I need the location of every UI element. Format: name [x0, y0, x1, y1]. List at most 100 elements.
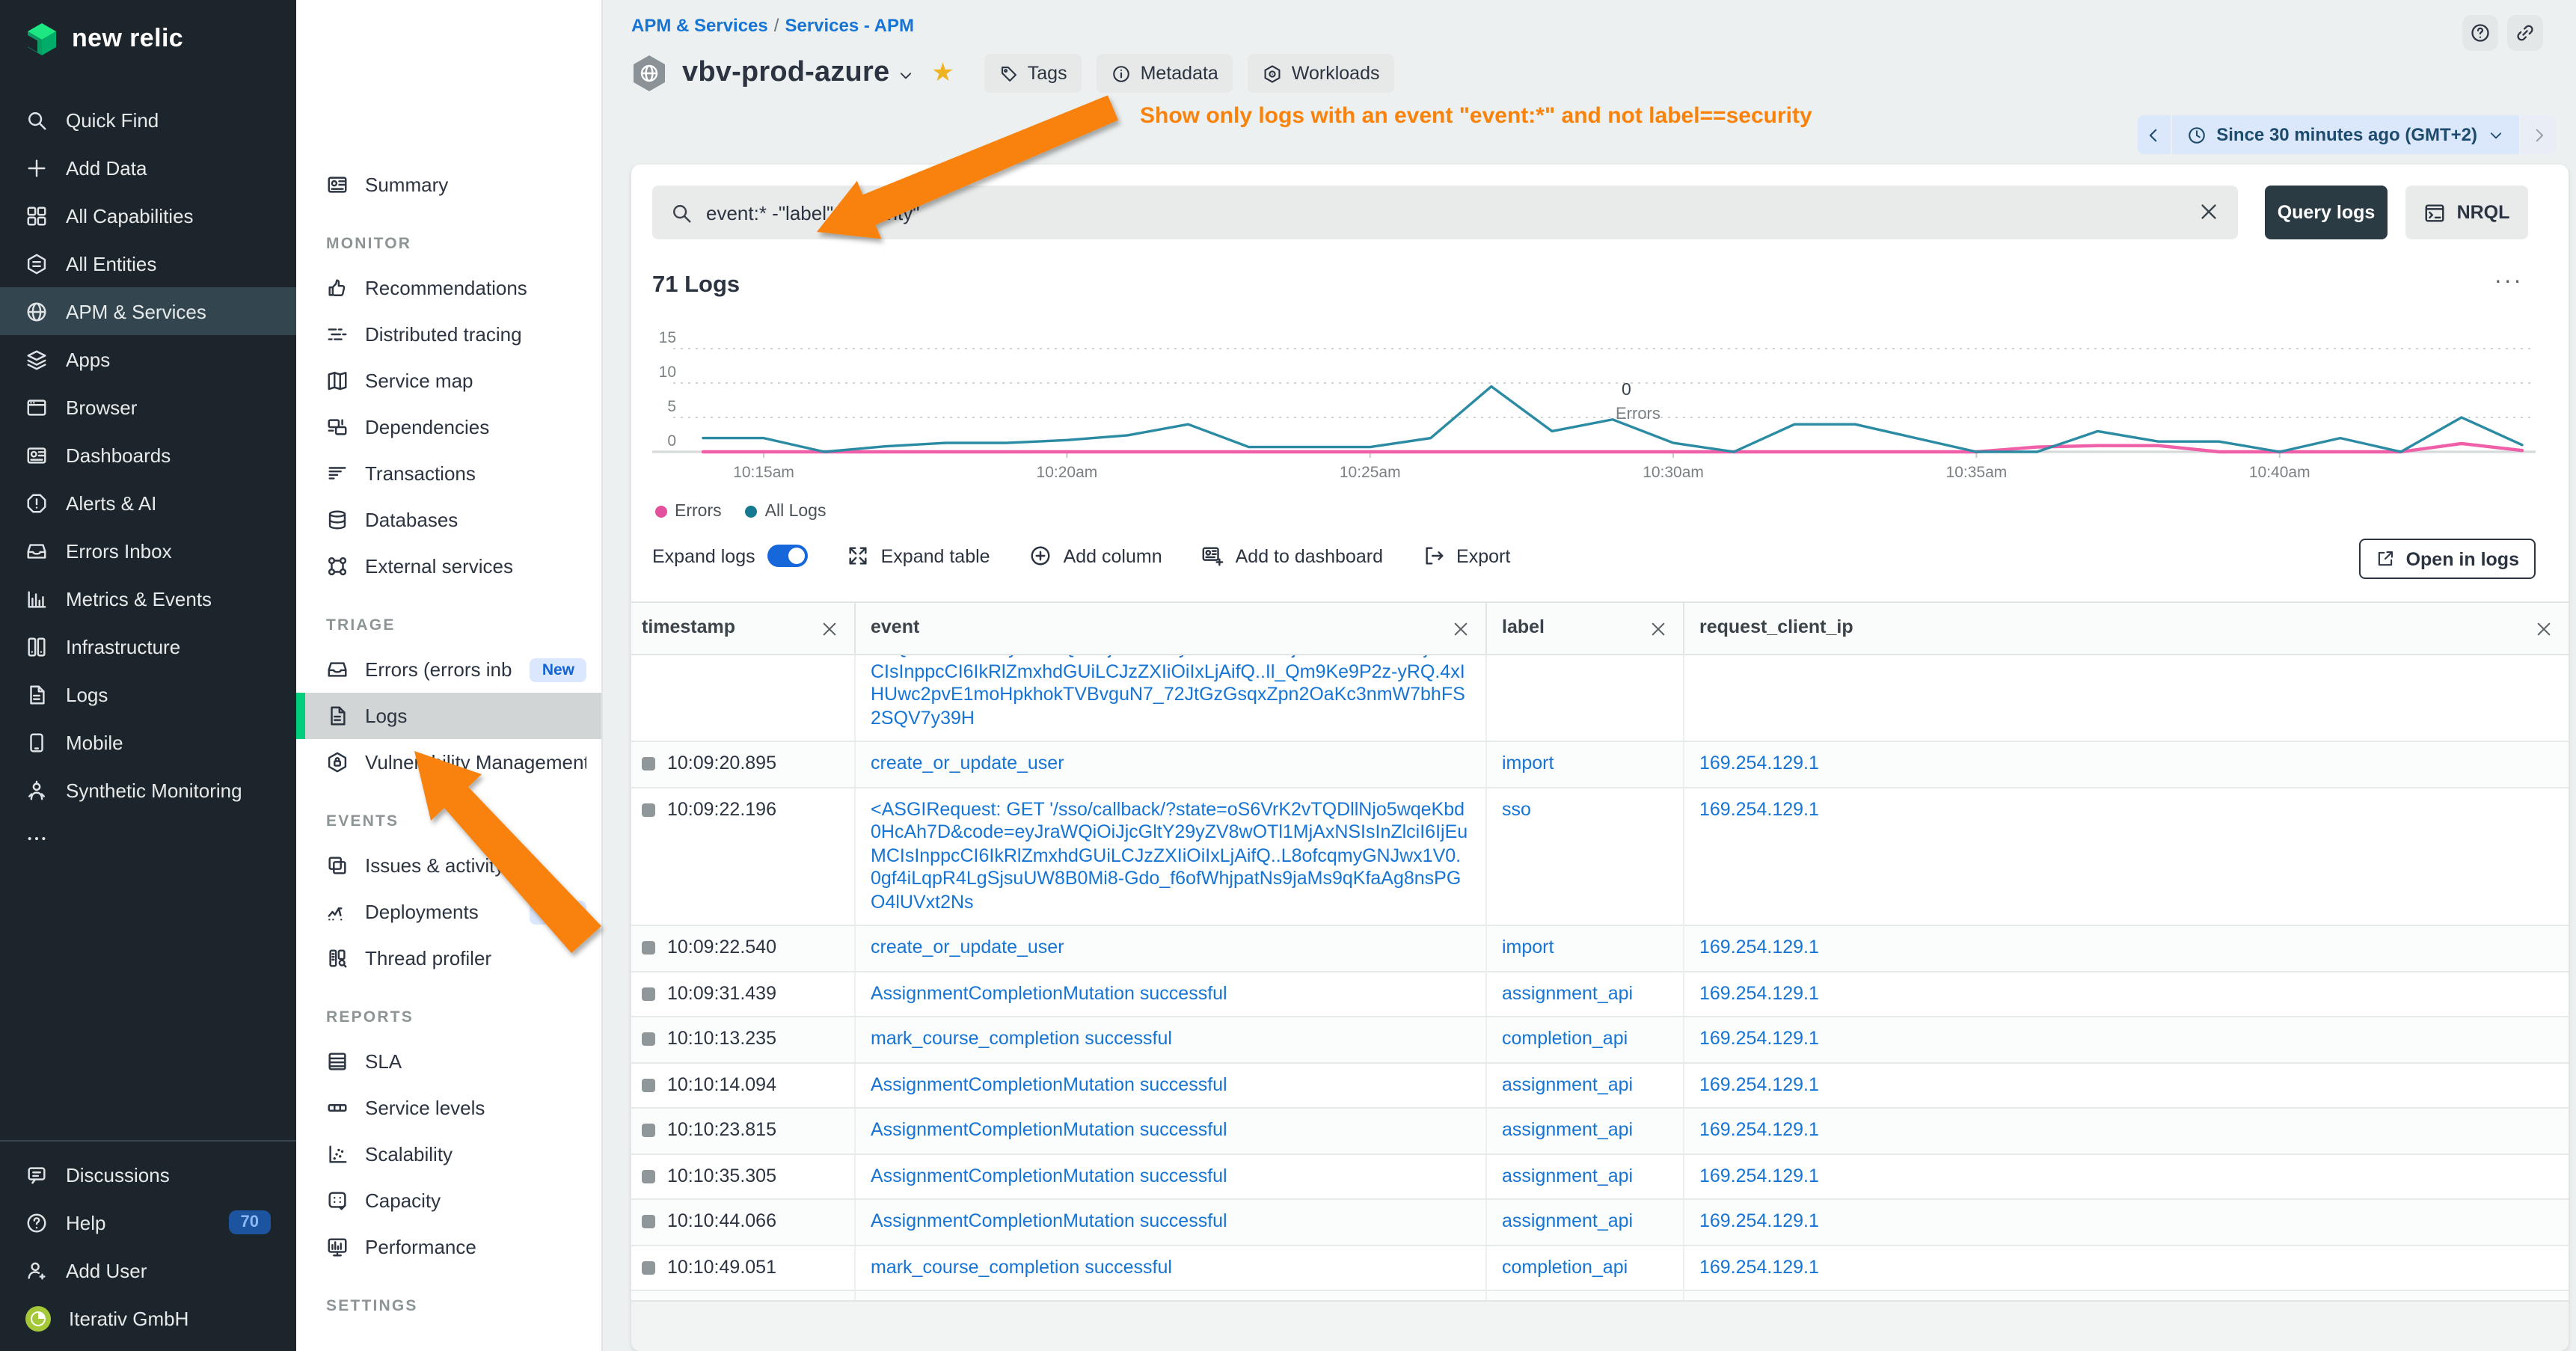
time-prev-button[interactable]: [2137, 115, 2171, 154]
tags-button[interactable]: Tags: [984, 54, 1082, 93]
close-icon[interactable]: [1649, 619, 1668, 638]
sidebar-item-alerts-ai[interactable]: Alerts & AI: [0, 479, 296, 527]
time-next-button[interactable]: [2521, 115, 2557, 154]
logs-timeseries-chart[interactable]: 15 10 5 0 10:15am 10:20am 10:25am 10:30am 10:35a…: [652, 314, 2536, 494]
subnav-item-capacity[interactable]: Capacity: [296, 1177, 601, 1224]
request-client-ip-link[interactable]: 169.254.129.1: [1699, 1210, 1819, 1231]
row-checkbox[interactable]: [642, 803, 655, 816]
table-row[interactable]: 10:10:13.235 mark_course_completion succe…: [631, 1017, 2569, 1063]
subnav-item-service-map[interactable]: Service map: [296, 358, 601, 404]
table-row[interactable]: 10:10:23.815 AssignmentCompletionMutation…: [631, 1109, 2569, 1154]
help-button[interactable]: [2462, 15, 2498, 51]
sidebar-item-synthetic-monitoring[interactable]: Synthetic Monitoring: [0, 766, 296, 814]
table-row[interactable]: JUQVU&code=eyJraWQiOiJjcGltY29yZV8wOTl1M…: [631, 655, 2569, 742]
subnav-item-vulnerability-management[interactable]: Vulnerability Management: [296, 739, 601, 785]
close-icon[interactable]: [1451, 619, 1471, 638]
search-input[interactable]: event:* -"label":"security": [652, 186, 2238, 239]
request-client-ip-link[interactable]: 169.254.129.1: [1699, 1119, 1819, 1140]
subnav-item-logs[interactable]: Logs: [296, 693, 601, 739]
subnav-item-scalability[interactable]: Scalability: [296, 1131, 601, 1177]
subnav-item-recommendations[interactable]: Recommendations: [296, 265, 601, 311]
label-link[interactable]: import: [1502, 753, 1554, 773]
label-link[interactable]: assignment_api: [1502, 1165, 1634, 1186]
label-link[interactable]: sso: [1502, 798, 1531, 819]
subnav-item-databases[interactable]: Databases: [296, 497, 601, 543]
table-row[interactable]: 10:09:20.895 create_or_update_user import 1…: [631, 742, 2569, 788]
subnav-item-summary[interactable]: Summary: [296, 162, 601, 208]
request-client-ip-link[interactable]: 169.254.129.1: [1699, 982, 1819, 1003]
table-row[interactable]: 10:09:22.196 <ASGIRequest: GET '/sso/call…: [631, 788, 2569, 926]
brand-logo[interactable]: new relic: [0, 0, 296, 72]
toggle-on-icon[interactable]: [767, 545, 808, 567]
add-to-dashboard-button[interactable]: Add to dashboard: [1201, 545, 1383, 567]
request-client-ip-link[interactable]: 169.254.129.1: [1699, 753, 1819, 773]
legend-all-logs[interactable]: All Logs: [745, 503, 826, 521]
subnav-item-dependencies[interactable]: Dependencies: [296, 404, 601, 450]
row-checkbox[interactable]: [642, 1032, 655, 1046]
table-row[interactable]: 10:10:49.051 mark_course_completion succe…: [631, 1246, 2569, 1291]
table-row[interactable]: 10:09:31.439 AssignmentCompletionMutation…: [631, 972, 2569, 1017]
favorite-star-icon[interactable]: ★: [931, 58, 954, 87]
row-checkbox[interactable]: [642, 757, 655, 771]
event-link[interactable]: JUQVU&code=eyJraWQiOiJjcGltY29yZV8wOTl1M…: [871, 655, 1467, 728]
time-range-button[interactable]: Since 30 minutes ago (GMT+2): [2171, 115, 2519, 154]
event-link[interactable]: AssignmentCompletionMutation successful: [871, 1119, 1227, 1140]
request-client-ip-link[interactable]: 169.254.129.1: [1699, 1073, 1819, 1094]
sidebar-item-add-data[interactable]: Add Data: [0, 144, 296, 192]
label-link[interactable]: completion_api: [1502, 1028, 1628, 1049]
subnav-item-issues-activity[interactable]: Issues & activity: [296, 842, 601, 889]
event-link[interactable]: AssignmentCompletionMutation successful: [871, 982, 1227, 1003]
permalink-button[interactable]: [2507, 15, 2543, 51]
workloads-button[interactable]: Workloads: [1248, 54, 1395, 93]
sidebar-item-add-user[interactable]: Add User: [0, 1246, 296, 1294]
sidebar-item-iterativ-gmbh[interactable]: Iterativ GmbH: [0, 1294, 296, 1342]
open-in-logs-button[interactable]: Open in logs: [2359, 539, 2536, 579]
request-client-ip-link[interactable]: 169.254.129.1: [1699, 1165, 1819, 1186]
event-link[interactable]: mark_course_completion successful: [871, 1256, 1172, 1277]
row-checkbox[interactable]: [642, 1215, 655, 1228]
row-checkbox[interactable]: [642, 1169, 655, 1183]
sidebar-item-browser[interactable]: Browser: [0, 383, 296, 431]
sidebar-item-metrics-events[interactable]: Metrics & Events: [0, 575, 296, 622]
subnav-item-sla[interactable]: SLA: [296, 1038, 601, 1085]
subnav-item-errors-errors-inb[interactable]: Errors (errors inb... New: [296, 646, 601, 693]
row-checkbox[interactable]: [642, 1078, 655, 1091]
subnav-item-distributed-tracing[interactable]: Distributed tracing: [296, 311, 601, 358]
legend-errors[interactable]: Errors: [655, 503, 722, 521]
table-row[interactable]: 10:10:35.305 AssignmentCompletionMutation…: [631, 1154, 2569, 1200]
metadata-button[interactable]: Metadata: [1097, 54, 1233, 93]
subnav-item-service-levels[interactable]: Service levels: [296, 1085, 601, 1131]
row-checkbox[interactable]: [642, 941, 655, 955]
subnav-item-thread-profiler[interactable]: Thread profiler: [296, 935, 601, 981]
label-link[interactable]: assignment_api: [1502, 1119, 1634, 1140]
sidebar-item-errors-inbox[interactable]: Errors Inbox: [0, 527, 296, 575]
event-link[interactable]: <ASGIRequest: GET '/sso/callback/?state=…: [871, 798, 1468, 912]
label-link[interactable]: assignment_api: [1502, 1073, 1634, 1094]
query-logs-button[interactable]: Query logs: [2265, 186, 2388, 239]
table-row[interactable]: 10:10:44.066 AssignmentCompletionMutation…: [631, 1200, 2569, 1246]
breadcrumb-link-apm[interactable]: APM & Services: [631, 15, 768, 36]
sidebar-item-more[interactable]: [0, 814, 296, 862]
expand-logs-toggle[interactable]: Expand logs: [652, 545, 808, 567]
sidebar-item-logs[interactable]: Logs: [0, 670, 296, 718]
event-link[interactable]: AssignmentCompletionMutation successful: [871, 1073, 1227, 1094]
subnav-item-performance[interactable]: Performance: [296, 1224, 601, 1270]
panel-menu-button[interactable]: ...: [2494, 263, 2524, 289]
clear-search-icon[interactable]: [2198, 200, 2220, 223]
row-checkbox[interactable]: [642, 1260, 655, 1274]
sidebar-item-mobile[interactable]: Mobile: [0, 718, 296, 766]
breadcrumb-link-services[interactable]: Services - APM: [785, 15, 914, 36]
row-checkbox[interactable]: [642, 1124, 655, 1137]
chevron-down-icon[interactable]: [897, 67, 913, 84]
request-client-ip-link[interactable]: 169.254.129.1: [1699, 1028, 1819, 1049]
sidebar-item-infrastructure[interactable]: Infrastructure: [0, 622, 296, 670]
label-link[interactable]: assignment_api: [1502, 982, 1634, 1003]
expand-table-button[interactable]: Expand table: [847, 545, 990, 567]
close-icon[interactable]: [2534, 619, 2554, 638]
nrql-button[interactable]: NRQL: [2405, 186, 2528, 239]
label-link[interactable]: completion_api: [1502, 1256, 1628, 1277]
request-client-ip-link[interactable]: 169.254.129.1: [1699, 937, 1819, 958]
event-link[interactable]: AssignmentCompletionMutation successful: [871, 1210, 1227, 1231]
sidebar-item-all-capabilities[interactable]: All Capabilities: [0, 192, 296, 239]
request-client-ip-link[interactable]: 169.254.129.1: [1699, 798, 1819, 819]
